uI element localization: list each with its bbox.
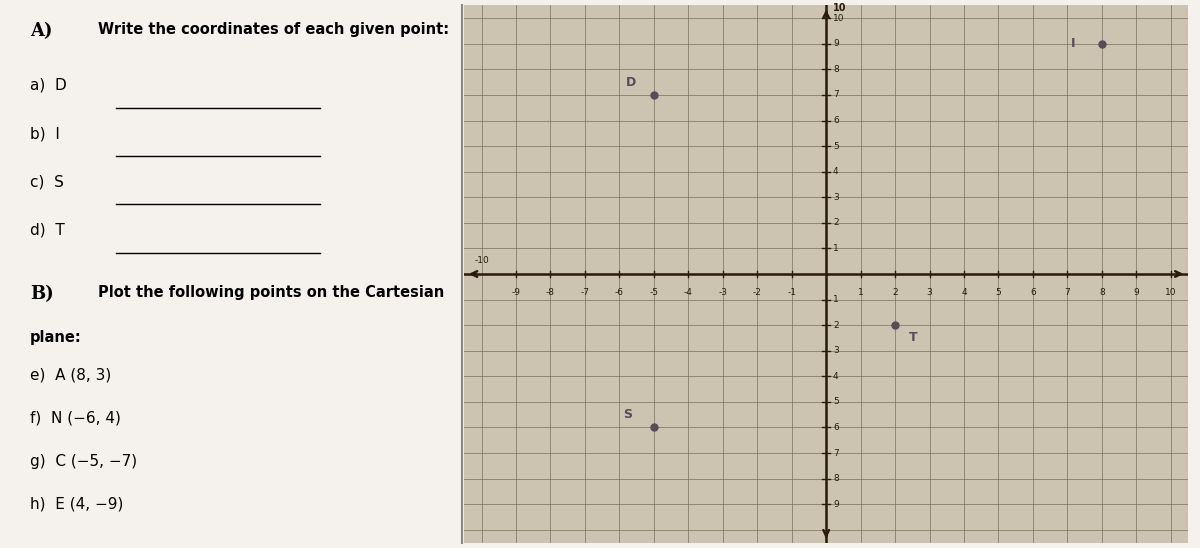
- Text: S: S: [623, 408, 632, 421]
- Point: [1092, 39, 1111, 48]
- Text: 2: 2: [833, 218, 839, 227]
- Text: 7: 7: [833, 90, 839, 100]
- Text: 2: 2: [893, 288, 898, 297]
- Text: 4: 4: [961, 288, 967, 297]
- Text: c)  S: c) S: [30, 175, 64, 190]
- Text: plane:: plane:: [30, 330, 82, 345]
- Text: 8: 8: [833, 65, 839, 74]
- Text: 8: 8: [1099, 288, 1105, 297]
- Text: 9: 9: [1134, 288, 1139, 297]
- Point: [644, 90, 664, 99]
- Point: [886, 321, 905, 329]
- Text: -4: -4: [684, 288, 692, 297]
- Text: 3: 3: [833, 193, 839, 202]
- Text: -9: -9: [511, 288, 521, 297]
- Text: -1: -1: [787, 288, 796, 297]
- Text: T: T: [908, 332, 918, 345]
- Text: -7: -7: [581, 288, 589, 297]
- Text: 2: 2: [833, 321, 839, 330]
- Text: a)  D: a) D: [30, 78, 67, 93]
- Text: 1: 1: [833, 295, 839, 304]
- Text: 10: 10: [1165, 288, 1176, 297]
- Text: 4: 4: [833, 372, 839, 381]
- Text: A): A): [30, 21, 53, 39]
- Text: -6: -6: [614, 288, 624, 297]
- Text: I: I: [1070, 37, 1075, 50]
- Text: e)  A (8, 3): e) A (8, 3): [30, 368, 112, 383]
- Text: Write the coordinates of each given point:: Write the coordinates of each given poin…: [98, 21, 449, 37]
- Text: d)  T: d) T: [30, 223, 65, 238]
- Text: 6: 6: [833, 116, 839, 125]
- Text: g)  C (−5, −7): g) C (−5, −7): [30, 454, 137, 469]
- Text: D: D: [626, 76, 636, 89]
- Text: 1: 1: [858, 288, 864, 297]
- Text: -5: -5: [649, 288, 659, 297]
- Text: f)  N (−6, 4): f) N (−6, 4): [30, 411, 121, 426]
- Text: B): B): [30, 285, 54, 302]
- Text: 1: 1: [833, 244, 839, 253]
- Text: Plot the following points on the Cartesian: Plot the following points on the Cartesi…: [98, 285, 444, 300]
- Text: 5: 5: [833, 397, 839, 407]
- Text: h)  E (4, −9): h) E (4, −9): [30, 497, 124, 512]
- Text: 3: 3: [926, 288, 932, 297]
- Text: -8: -8: [546, 288, 554, 297]
- Text: 6: 6: [833, 423, 839, 432]
- Text: -10: -10: [474, 256, 488, 265]
- Text: 10: 10: [833, 14, 845, 23]
- Text: 9: 9: [833, 500, 839, 509]
- Text: 5: 5: [996, 288, 1001, 297]
- Text: 4: 4: [833, 167, 839, 176]
- Text: -2: -2: [752, 288, 762, 297]
- Text: 9: 9: [833, 39, 839, 48]
- Text: 8: 8: [833, 474, 839, 483]
- Text: 10: 10: [833, 3, 846, 13]
- Text: 7: 7: [1064, 288, 1070, 297]
- Text: -3: -3: [719, 288, 727, 297]
- Text: 3: 3: [833, 346, 839, 355]
- Text: b)  I: b) I: [30, 127, 60, 141]
- Text: 5: 5: [833, 141, 839, 151]
- Text: 6: 6: [1030, 288, 1036, 297]
- Text: 7: 7: [833, 448, 839, 458]
- Point: [644, 423, 664, 432]
